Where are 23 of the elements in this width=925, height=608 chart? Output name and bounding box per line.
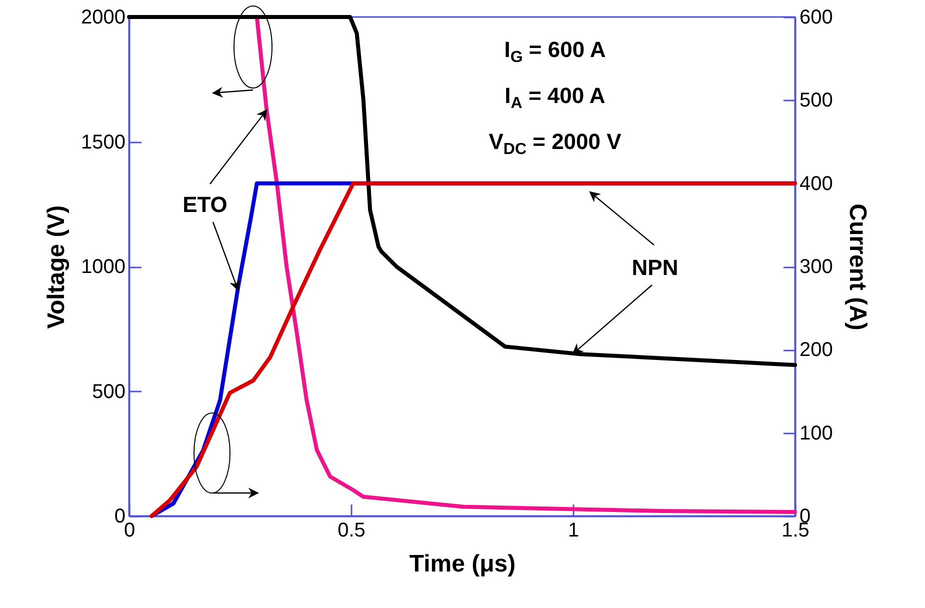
y-tick-label: 1500 <box>81 131 126 154</box>
y2-tick-label: 600 <box>800 6 833 28</box>
y2-tick-label: 500 <box>800 90 833 112</box>
annotation: NPN <box>632 255 678 281</box>
annotation: I$_{A}$ = 400 A <box>504 82 606 114</box>
x-tick-label: 0.5 <box>338 520 366 542</box>
y2-tick-label: 100 <box>800 422 833 444</box>
annotation: ETO <box>182 192 228 218</box>
line-series <box>150 181 797 518</box>
y2-tick-label: 300 <box>800 256 833 278</box>
y-axis-title: Voltage (V) <box>43 205 70 329</box>
y-tick-label: 2000 <box>81 6 126 28</box>
x-tick-label: 1 <box>568 520 580 542</box>
line-series <box>127 15 797 368</box>
y2-axis-title: Current (A) <box>844 204 871 330</box>
annotation: V$_{DC}$ = 2000 V <box>488 128 622 160</box>
y2-tick-label: 200 <box>800 339 833 362</box>
y-tick-label: 1000 <box>81 256 126 278</box>
y2-tick-label: 400 <box>800 172 833 195</box>
x-axis-title: Time (μs) <box>409 550 516 578</box>
y-tick-label: 500 <box>92 380 126 403</box>
annotation: I$_{G}$ = 600 A <box>504 36 606 68</box>
y-tick-label: 0 <box>114 506 126 528</box>
